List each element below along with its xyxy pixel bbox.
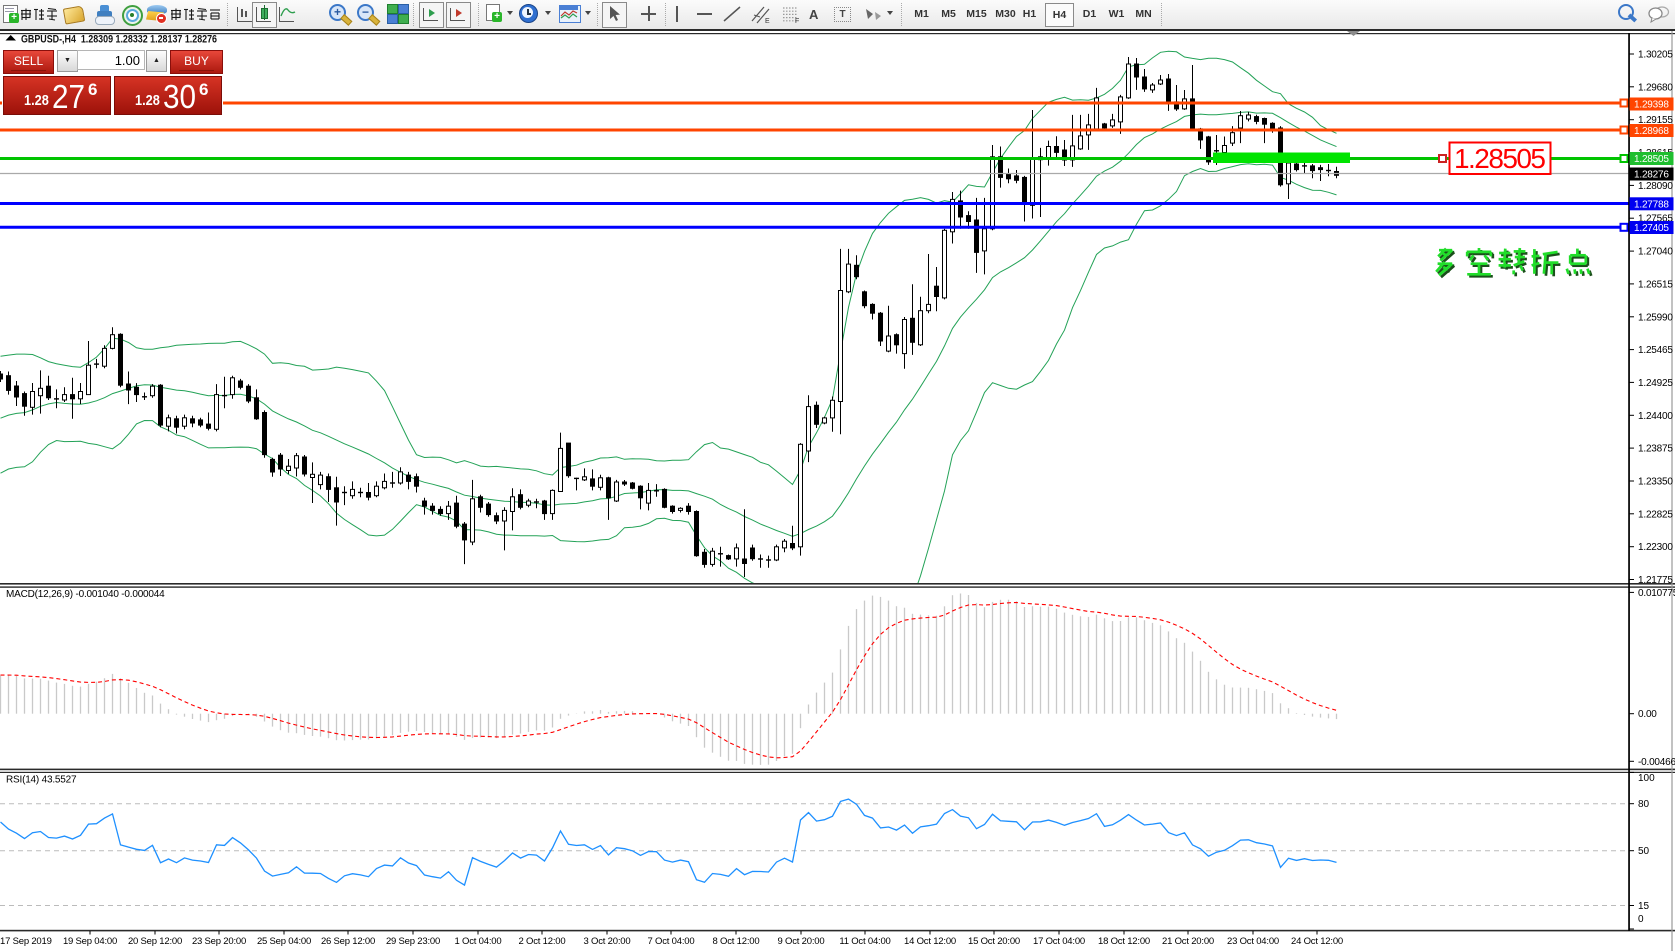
svg-text:F: F (795, 18, 799, 24)
svg-text:100: 100 (1638, 773, 1655, 784)
svg-text:1.22300: 1.22300 (1638, 542, 1673, 553)
svg-text:25 Sep 04:00: 25 Sep 04:00 (257, 936, 311, 947)
svg-text:21 Oct 20:00: 21 Oct 20:00 (1162, 936, 1214, 947)
svg-text:14 Oct 12:00: 14 Oct 12:00 (904, 936, 956, 947)
svg-text:1.23350: 1.23350 (1638, 477, 1673, 488)
svg-text:1.25465: 1.25465 (1638, 345, 1673, 356)
svg-text:1.29155: 1.29155 (1638, 115, 1673, 126)
svg-text:0: 0 (1638, 914, 1644, 925)
svg-text:1.21775: 1.21775 (1638, 575, 1673, 586)
svg-text:15 Oct 20:00: 15 Oct 20:00 (968, 936, 1020, 947)
svg-text:1.27788: 1.27788 (1634, 200, 1669, 211)
svg-text:1.24925: 1.24925 (1638, 378, 1673, 389)
svg-text:1.28276: 1.28276 (1634, 170, 1669, 181)
svg-text:-0.004668: -0.004668 (1638, 757, 1675, 768)
svg-text:E: E (765, 18, 770, 24)
svg-text:1.28505: 1.28505 (1634, 154, 1669, 165)
svg-text:1.25990: 1.25990 (1638, 312, 1673, 323)
svg-text:GBPUSD-,H4 1.28309 1.28332 1.: GBPUSD-,H4 1.28309 1.28332 1.28137 1.282… (21, 34, 217, 46)
svg-text:80: 80 (1638, 799, 1650, 810)
svg-text:19 Sep 04:00: 19 Sep 04:00 (63, 936, 117, 947)
svg-text:17 Oct 04:00: 17 Oct 04:00 (1033, 936, 1085, 947)
svg-text:0.00: 0.00 (1638, 709, 1657, 720)
svg-text:0.010775: 0.010775 (1638, 588, 1675, 599)
svg-text:20 Sep 12:00: 20 Sep 12:00 (128, 936, 182, 947)
svg-text:26 Sep 12:00: 26 Sep 12:00 (321, 936, 375, 947)
svg-text:1.24400: 1.24400 (1638, 411, 1673, 422)
svg-text:1.29398: 1.29398 (1634, 100, 1669, 111)
svg-text:3 Oct 20:00: 3 Oct 20:00 (584, 936, 631, 947)
svg-text:1.23875: 1.23875 (1638, 444, 1673, 455)
svg-text:9 Oct 20:00: 9 Oct 20:00 (778, 936, 825, 947)
svg-text:RSI(14) 43.5527: RSI(14) 43.5527 (6, 775, 77, 786)
svg-text:29 Sep 23:00: 29 Sep 23:00 (386, 936, 440, 947)
svg-text:1.27040: 1.27040 (1638, 247, 1673, 258)
svg-text:23 Oct 04:00: 23 Oct 04:00 (1227, 936, 1279, 947)
svg-text:1.28090: 1.28090 (1638, 181, 1673, 192)
svg-text:1.28968: 1.28968 (1634, 126, 1669, 137)
svg-text:23 Sep 20:00: 23 Sep 20:00 (192, 936, 246, 947)
svg-text:11 Oct 04:00: 11 Oct 04:00 (839, 936, 890, 947)
svg-text:1.27405: 1.27405 (1634, 223, 1669, 234)
svg-text:1.28505: 1.28505 (1454, 143, 1546, 174)
svg-text:MACD(12,26,9) -0.001040 -0.000: MACD(12,26,9) -0.001040 -0.000044 (6, 589, 165, 600)
svg-text:7 Oct 04:00: 7 Oct 04:00 (648, 936, 695, 947)
svg-text:17 Sep 2019: 17 Sep 2019 (0, 936, 52, 947)
svg-text:1.29680: 1.29680 (1638, 82, 1673, 93)
svg-text:50: 50 (1638, 846, 1650, 857)
svg-text:15: 15 (1638, 901, 1650, 912)
svg-text:1.27565: 1.27565 (1638, 214, 1673, 225)
svg-text:1.26515: 1.26515 (1638, 279, 1673, 290)
svg-text:18 Oct 12:00: 18 Oct 12:00 (1098, 936, 1150, 947)
svg-text:8 Oct 12:00: 8 Oct 12:00 (713, 936, 760, 947)
svg-text:1 Oct 04:00: 1 Oct 04:00 (455, 936, 502, 947)
svg-text:1.22825: 1.22825 (1638, 509, 1673, 520)
svg-text:24 Oct 12:00: 24 Oct 12:00 (1291, 936, 1343, 947)
svg-text:2 Oct 12:00: 2 Oct 12:00 (519, 936, 566, 947)
svg-text:1.30205: 1.30205 (1638, 50, 1673, 61)
